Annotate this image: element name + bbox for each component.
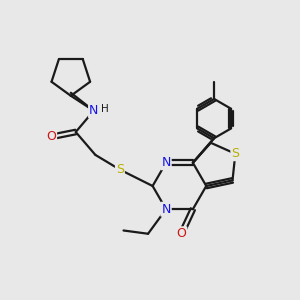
Text: S: S <box>231 147 239 160</box>
Text: O: O <box>46 130 56 143</box>
Text: N: N <box>161 156 171 169</box>
Text: S: S <box>116 163 124 176</box>
Text: N: N <box>89 104 98 117</box>
Text: N: N <box>161 203 171 216</box>
Text: H: H <box>101 104 109 114</box>
Text: O: O <box>176 227 186 240</box>
